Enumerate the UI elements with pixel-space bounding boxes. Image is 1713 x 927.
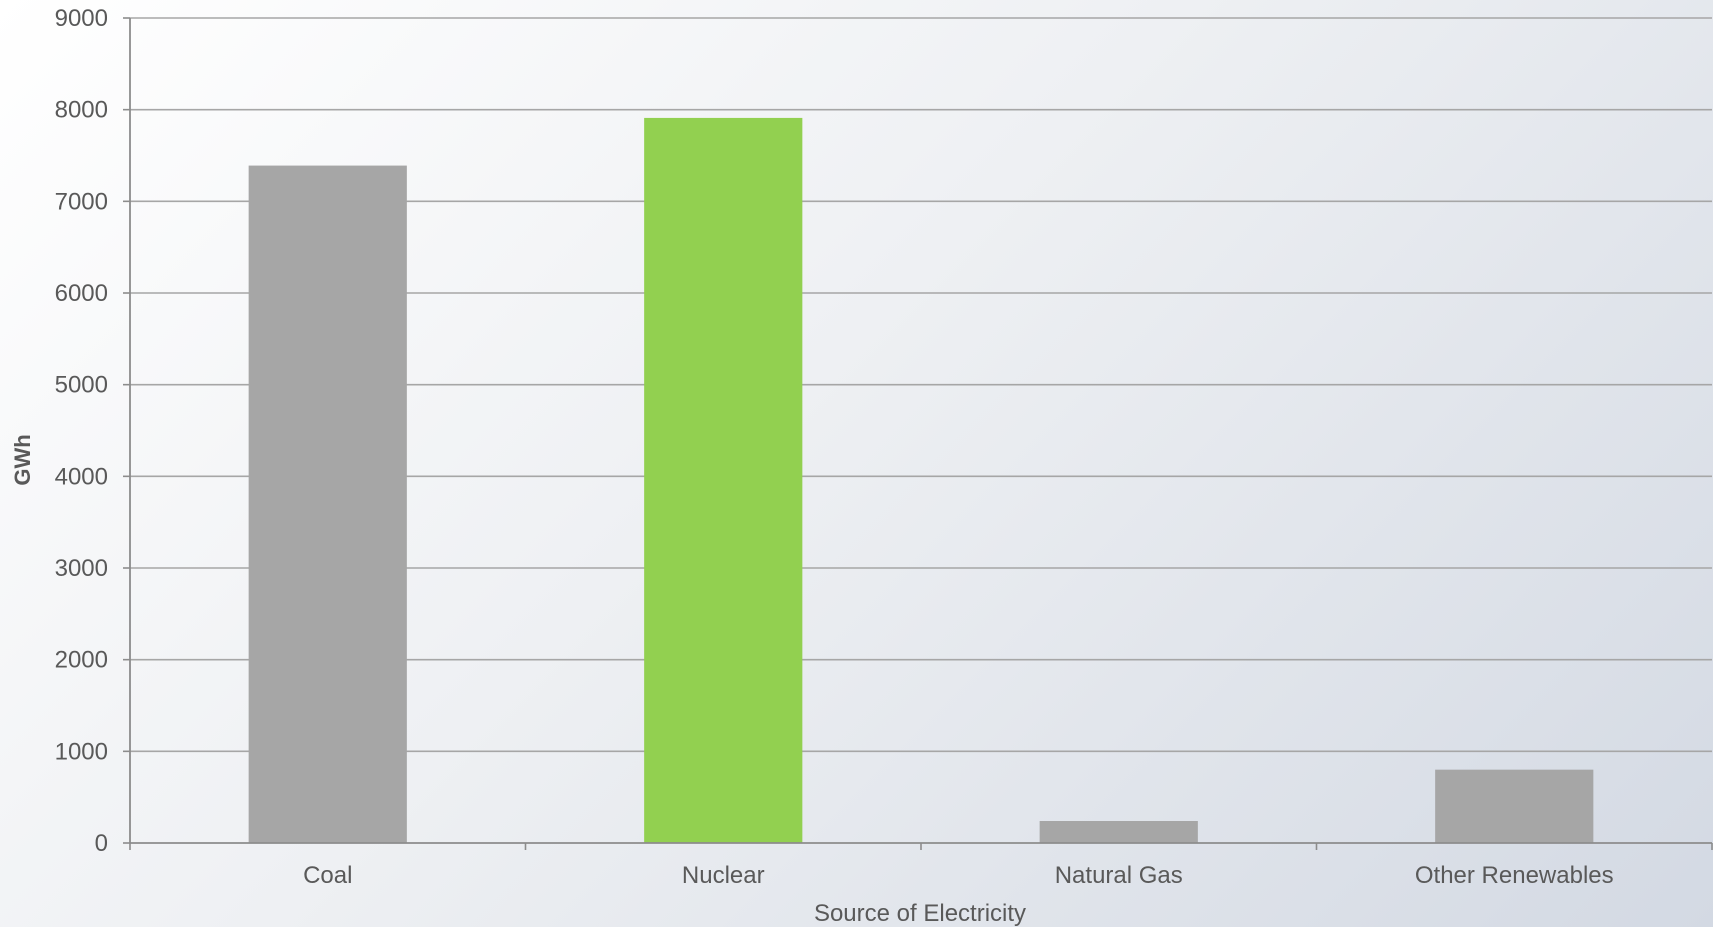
y-tick-label: 3000 xyxy=(55,555,108,582)
bar-other-renewables xyxy=(1435,769,1594,843)
x-tick-label: Nuclear xyxy=(682,862,765,889)
x-tick-label: Natural Gas xyxy=(1055,862,1183,889)
y-tick-label: 4000 xyxy=(55,463,108,490)
x-tick-label: Coal xyxy=(303,862,352,889)
y-tick-label: 9000 xyxy=(55,5,108,32)
y-tick-label: 8000 xyxy=(55,97,108,124)
x-axis-title: Source of Electricity xyxy=(814,900,1026,927)
y-tick-label: 2000 xyxy=(55,647,108,674)
bars xyxy=(248,117,1594,844)
y-tick-label: 1000 xyxy=(55,738,108,765)
y-tick-label: 6000 xyxy=(55,280,108,307)
tick-labels: 0 1000 2000 3000 4000 5000 6000 7000 8000 9000 Coa… xyxy=(55,5,1614,889)
y-tick-label: 5000 xyxy=(55,372,108,399)
bar-nuclear xyxy=(644,117,803,843)
bar-natural-gas xyxy=(1039,821,1198,843)
y-tick-label: 0 xyxy=(95,830,108,857)
y-axis-title: GWh xyxy=(10,434,35,485)
axes xyxy=(123,17,1713,850)
y-tick-label: 7000 xyxy=(55,188,108,215)
x-tick-label: Other Renewables xyxy=(1415,862,1614,889)
bar-coal xyxy=(248,165,407,844)
